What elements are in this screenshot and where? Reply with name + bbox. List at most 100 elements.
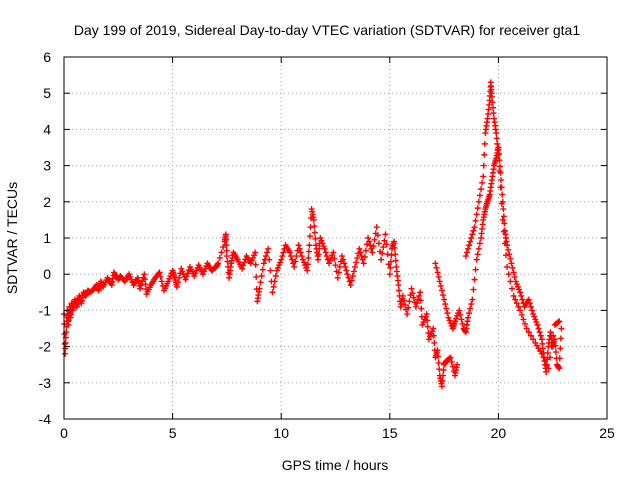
data-point-marker xyxy=(330,249,337,256)
data-point-marker xyxy=(315,256,322,263)
data-point-marker xyxy=(533,319,540,326)
data-point-marker xyxy=(178,265,185,272)
data-point-marker xyxy=(529,307,536,314)
data-point-marker xyxy=(448,358,455,365)
data-point-marker xyxy=(439,377,446,384)
data-point-marker xyxy=(464,314,471,321)
data-point-marker xyxy=(408,285,415,292)
data-point-marker xyxy=(387,264,394,271)
data-point-marker xyxy=(223,242,230,249)
data-point-marker xyxy=(387,258,394,265)
data-point-marker xyxy=(127,273,134,280)
x-tick-label: 25 xyxy=(599,425,615,441)
y-tick-label: -4 xyxy=(39,411,52,427)
data-point-marker xyxy=(366,238,373,245)
data-point-marker xyxy=(395,282,402,289)
data-point-marker xyxy=(505,246,512,253)
data-point-marker xyxy=(239,265,246,272)
data-point-marker xyxy=(360,260,367,267)
data-point-marker xyxy=(343,267,350,274)
data-point-marker xyxy=(399,292,406,299)
data-point-marker xyxy=(409,290,416,297)
data-point-marker xyxy=(386,271,393,278)
data-point-marker xyxy=(481,140,488,147)
data-point-marker xyxy=(273,267,280,274)
data-point-marker xyxy=(471,224,478,231)
data-point-marker xyxy=(180,271,187,278)
data-point-marker xyxy=(510,269,517,276)
data-point-marker xyxy=(348,277,355,284)
data-point-marker xyxy=(556,318,563,325)
data-point-marker xyxy=(406,298,413,305)
y-tick-label: 5 xyxy=(43,85,51,101)
data-point-marker xyxy=(535,325,542,332)
data-point-marker xyxy=(500,213,507,220)
data-point-marker xyxy=(216,254,223,261)
data-point-marker xyxy=(443,305,450,312)
data-point-marker xyxy=(166,275,173,282)
data-point-marker xyxy=(392,251,399,258)
data-point-marker xyxy=(499,216,506,223)
data-point-marker xyxy=(296,245,303,252)
data-point-marker xyxy=(305,248,312,255)
data-point-marker xyxy=(423,311,430,318)
data-point-marker xyxy=(440,367,447,374)
data-point-marker xyxy=(544,349,551,356)
data-point-marker xyxy=(287,253,294,260)
data-point-marker xyxy=(248,257,255,264)
data-point-marker xyxy=(467,238,474,245)
data-point-marker xyxy=(379,250,386,257)
y-tick-label: -1 xyxy=(39,302,52,318)
data-point-marker xyxy=(470,227,477,234)
x-tick-label: 15 xyxy=(382,425,398,441)
data-point-marker xyxy=(457,311,464,318)
data-point-marker xyxy=(517,289,524,296)
data-point-marker xyxy=(498,177,505,184)
data-point-marker xyxy=(512,278,519,285)
data-point-marker xyxy=(531,313,538,320)
data-point-marker xyxy=(269,289,276,296)
data-point-marker xyxy=(304,261,311,268)
data-point-marker xyxy=(420,319,427,326)
data-point-marker xyxy=(347,282,354,289)
x-axis-label: GPS time / hours xyxy=(282,457,389,473)
data-point-marker xyxy=(421,316,428,323)
data-point-marker xyxy=(508,260,515,267)
y-tick-label: 4 xyxy=(43,121,51,137)
data-point-marker xyxy=(489,99,496,106)
data-point-marker xyxy=(317,235,324,241)
data-point-marker xyxy=(472,266,479,273)
data-point-marker xyxy=(264,249,271,256)
data-point-marker xyxy=(270,283,277,290)
data-point-marker xyxy=(257,279,264,286)
data-point-marker xyxy=(527,332,534,339)
data-point-marker xyxy=(435,359,442,366)
data-point-marker xyxy=(260,260,267,267)
data-point-marker xyxy=(437,282,444,289)
data-point-marker xyxy=(526,300,533,307)
data-point-marker xyxy=(451,318,458,325)
data-point-marker xyxy=(247,260,254,267)
data-point-marker xyxy=(223,236,230,243)
data-point-marker xyxy=(545,365,552,372)
data-point-marker xyxy=(357,249,364,256)
data-point-marker xyxy=(473,211,480,218)
data-point-marker xyxy=(556,355,563,362)
data-point-marker xyxy=(552,342,559,349)
data-point-marker xyxy=(434,347,441,354)
data-point-marker xyxy=(380,244,387,251)
data-point-marker xyxy=(463,249,470,256)
data-point-marker xyxy=(369,249,376,256)
data-point-marker xyxy=(442,301,449,308)
data-point-marker xyxy=(318,237,325,244)
data-point-marker xyxy=(179,268,186,275)
y-tick-label: -2 xyxy=(39,339,52,355)
data-point-marker xyxy=(354,254,361,261)
data-point-marker xyxy=(523,325,530,332)
data-point-marker xyxy=(436,278,443,285)
data-point-marker xyxy=(350,268,357,275)
data-point-marker xyxy=(444,310,451,317)
data-point-marker xyxy=(466,310,473,317)
data-point-marker xyxy=(517,307,524,314)
